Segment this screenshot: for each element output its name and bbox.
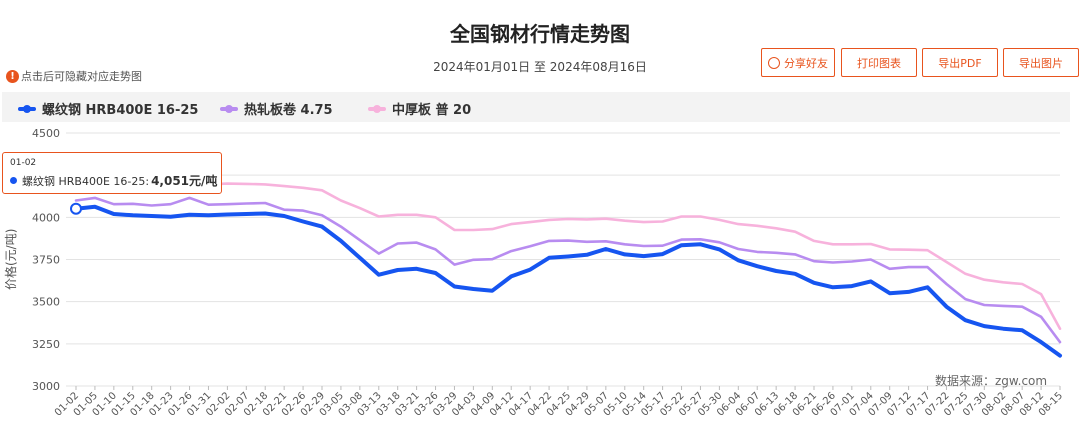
x-tick-label: 07-30	[961, 390, 989, 418]
x-tick-label: 05-27	[677, 390, 705, 418]
share-button[interactable]: 分享好友	[761, 48, 835, 77]
x-tick-label: 06-04	[715, 390, 743, 418]
x-tick-label: 04-17	[507, 390, 535, 418]
series-line-rebar	[74, 204, 1062, 358]
x-tick-label: 05-14	[620, 390, 648, 418]
tooltip-series-label: 螺纹钢 HRB400E 16-25:	[22, 174, 150, 188]
tooltip-row: 螺纹钢 HRB400E 16-25: 4,051元/吨	[10, 172, 217, 189]
legend-item-rebar[interactable]: 螺纹钢 HRB400E 16-25	[18, 99, 198, 118]
y-tick-label: 3250	[32, 338, 60, 351]
x-tick-label: 02-07	[223, 390, 251, 418]
x-tick-label: 04-22	[526, 390, 554, 418]
x-tick-label: 01-23	[147, 390, 175, 418]
date-range: 2024年01月01日 至 2024年08月16日	[433, 60, 647, 74]
tooltip-date: 01-02	[10, 158, 37, 168]
legend-label-rebar: 螺纹钢 HRB400E 16-25	[42, 103, 199, 118]
legend-hint-text: 点击后可隐藏对应走势图	[21, 70, 142, 83]
x-tick-label: 01-15	[110, 390, 138, 418]
x-tick-label: 06-21	[791, 390, 819, 418]
y-tick-label: 3500	[32, 296, 60, 309]
x-tick-label: 03-21	[393, 390, 421, 418]
tooltip-value: 4,051元/吨	[151, 174, 218, 188]
x-tick-label: 05-07	[583, 390, 611, 418]
x-tick-label: 06-18	[772, 390, 800, 418]
x-tick-label: 07-22	[923, 390, 951, 418]
x-tick-label: 02-21	[261, 390, 289, 418]
data-source-note: 数据来源：zgw.com	[935, 374, 1048, 388]
x-tick-label: 03-05	[318, 390, 346, 418]
x-tick-label: 04-12	[488, 390, 516, 418]
legend-item-plate[interactable]: 中厚板 普 20	[368, 99, 471, 118]
x-tick-label: 03-13	[356, 390, 384, 418]
series-line-plate	[74, 180, 1062, 330]
x-tick-label: 03-26	[412, 390, 440, 418]
y-axis-label: 价格(元/吨)	[4, 228, 18, 290]
y-tick-label: 3000	[32, 380, 60, 393]
page-title: 全国钢材行情走势图	[450, 22, 630, 46]
x-tick-label: 04-25	[545, 390, 573, 418]
x-tick-label: 06-13	[753, 390, 781, 418]
x-tick-label: 07-09	[866, 390, 894, 418]
x-tick-label: 01-31	[185, 390, 213, 418]
x-tick-label: 07-25	[942, 390, 970, 418]
legend-hint: ! 点击后可隐藏对应走势图	[6, 68, 142, 84]
x-tick-label: 02-02	[204, 390, 232, 418]
x-tick-label: 07-12	[885, 390, 913, 418]
x-tick-label: 05-10	[602, 390, 630, 418]
export-image-label: 导出图片	[1019, 56, 1063, 70]
series-line-hotrolled	[74, 196, 1062, 344]
export-image-button[interactable]: 导出图片	[1003, 48, 1079, 77]
legend-swatch-hotrolled	[220, 104, 238, 113]
x-tick-label: 07-17	[904, 390, 932, 418]
x-tick-label: 01-02	[53, 390, 81, 418]
y-tick-label: 4000	[32, 211, 60, 224]
x-tick-label: 07-04	[848, 390, 876, 418]
x-tick-label: 03-08	[337, 390, 365, 418]
legend-swatch-plate	[368, 104, 386, 113]
legend-label-hotrolled: 热轧板卷 4.75	[244, 103, 333, 118]
x-tick-label: 01-05	[72, 390, 100, 418]
x-tick-label: 03-18	[374, 390, 402, 418]
warning-icon: !	[6, 69, 19, 83]
x-tick-label: 04-09	[469, 390, 497, 418]
x-tick-label: 02-18	[242, 390, 270, 418]
hover-point-marker	[70, 202, 82, 215]
tooltip-series-dot	[10, 177, 17, 184]
x-tick-label: 01-18	[128, 390, 156, 418]
x-tick-label: 02-26	[280, 390, 308, 418]
x-tick-label: 08-07	[999, 390, 1027, 418]
share-icon	[768, 56, 780, 69]
x-tick-label: 05-22	[658, 390, 686, 418]
x-tick-label: 07-01	[829, 390, 857, 418]
x-tick-label: 05-17	[639, 390, 667, 418]
legend-item-hotrolled[interactable]: 热轧板卷 4.75	[220, 99, 333, 118]
x-tick-label: 03-29	[431, 390, 459, 418]
x-tick-label: 01-10	[91, 390, 119, 418]
print-button-label: 打印图表	[857, 56, 901, 70]
export-pdf-label: 导出PDF	[938, 56, 982, 70]
x-tick-label: 04-29	[564, 390, 592, 418]
x-tick-label: 06-26	[810, 390, 838, 418]
x-tick-label: 02-29	[299, 390, 327, 418]
x-tick-label: 08-02	[980, 390, 1008, 418]
share-button-label: 分享好友	[784, 56, 828, 70]
chart-legend: 螺纹钢 HRB400E 16-25 热轧板卷 4.75 中厚板 普 20	[2, 92, 1070, 122]
y-tick-label: 3750	[32, 254, 60, 267]
x-tick-label: 05-30	[696, 390, 724, 418]
x-tick-label: 08-15	[1037, 390, 1065, 418]
legend-label-plate: 中厚板 普 20	[392, 103, 472, 118]
export-pdf-button[interactable]: 导出PDF	[922, 48, 998, 77]
x-tick-label: 08-12	[1018, 390, 1046, 418]
legend-swatch-rebar	[18, 104, 36, 113]
x-tick-label: 04-03	[450, 390, 478, 418]
chart-tooltip: 01-02 螺纹钢 HRB400E 16-25: 4,051元/吨	[2, 152, 222, 194]
x-tick-label: 06-07	[734, 390, 762, 418]
print-chart-button[interactable]: 打印图表	[841, 48, 917, 77]
x-tick-label: 01-26	[166, 390, 194, 418]
y-tick-label: 4500	[32, 127, 60, 140]
